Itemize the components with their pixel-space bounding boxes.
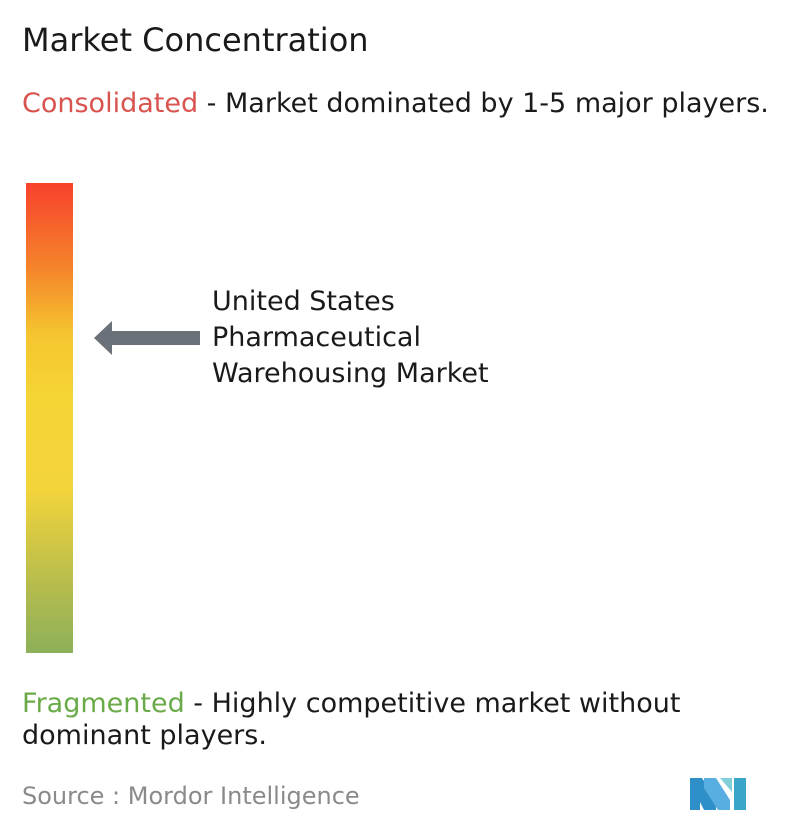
market-label-line-2: Pharmaceutical xyxy=(212,322,421,353)
fragmented-description: Fragmented - Highly competitive market w… xyxy=(22,688,782,752)
fragmented-text: - Highly competitive market without domi… xyxy=(22,688,681,751)
page-title: Market Concentration xyxy=(22,21,369,59)
consolidated-text: - Market dominated by 1-5 major players. xyxy=(198,88,769,119)
concentration-gradient-bar xyxy=(26,183,73,653)
market-label-line-3: Warehousing Market xyxy=(212,358,489,389)
market-label-line-1: United States xyxy=(212,286,395,317)
source-credit: Source : Mordor Intelligence xyxy=(22,782,360,810)
fragmented-keyword: Fragmented xyxy=(22,688,185,719)
consolidated-description: Consolidated - Market dominated by 1-5 m… xyxy=(22,88,782,120)
market-position-arrow xyxy=(94,321,200,356)
arrow-shape xyxy=(94,321,200,356)
mordor-intelligence-logo-icon xyxy=(690,778,746,810)
market-label: United States Pharmaceutical Warehousing… xyxy=(212,284,592,392)
consolidated-keyword: Consolidated xyxy=(22,88,199,119)
